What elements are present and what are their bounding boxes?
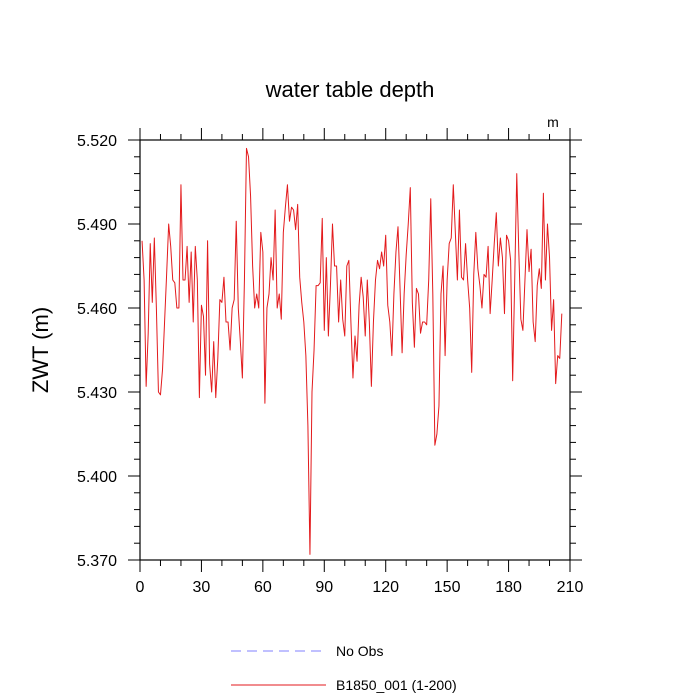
x-tick-label: 120 xyxy=(372,579,399,596)
axis-tick-labels: 0 30 60 90 120 150 180 210 5.370 5.400 5.430 5.460 5… xyxy=(77,133,583,596)
x-tick-label: 30 xyxy=(193,579,211,596)
x-tick-label: 210 xyxy=(557,579,584,596)
x-tick-label: 0 xyxy=(136,579,145,596)
legend-label-no-obs: No Obs xyxy=(336,643,383,659)
plot-frame xyxy=(139,139,571,561)
legend: No Obs B1850_001 (1-200) xyxy=(231,643,457,693)
y-tick-label: 5.430 xyxy=(77,385,117,402)
x-tick-label: 180 xyxy=(495,579,522,596)
y-tick-label: 5.370 xyxy=(77,553,117,570)
y-axis-label: ZWT (m) xyxy=(28,307,53,393)
y-tick-label: 5.400 xyxy=(77,469,117,486)
x-tick-label: 90 xyxy=(315,579,333,596)
y-tick-label: 5.460 xyxy=(77,301,117,318)
chart-title: water table depth xyxy=(265,77,435,102)
axis-ticks xyxy=(128,128,582,572)
y-tick-label: 5.520 xyxy=(77,133,117,150)
y-tick-label: 5.490 xyxy=(77,217,117,234)
legend-label-b1850: B1850_001 (1-200) xyxy=(336,677,457,693)
series-line-b1850 xyxy=(141,147,563,555)
x-tick-label: 150 xyxy=(434,579,461,596)
x-tick-label: 60 xyxy=(254,579,272,596)
units-label: m xyxy=(547,114,559,130)
